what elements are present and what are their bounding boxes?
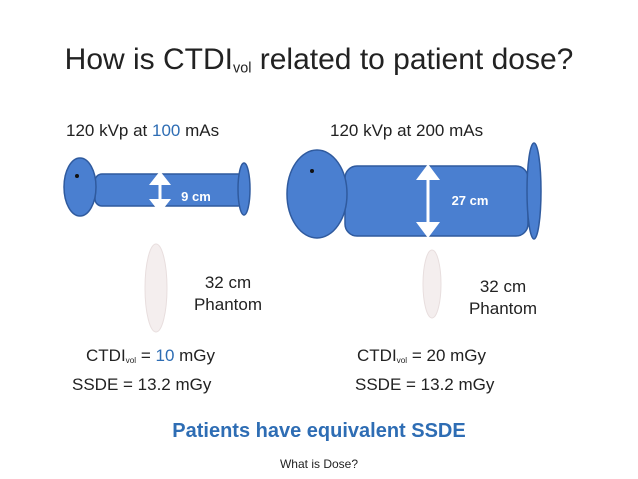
right-head-shape [286,149,348,239]
left-body-shape [94,173,246,207]
summary-text: Patients have equivalent SSDE [172,420,466,442]
left-feet-shape [237,162,251,216]
left-mas-value: 100 [152,121,181,140]
right-body-label: 27 cm [452,193,489,208]
right-phantom-shape [422,249,442,319]
left-width-arrow [149,171,171,213]
left-ssde-value: SSDE = 13.2 mGy [72,375,212,394]
left-ctdi-value: CTDIvol = 10 mGy [86,346,216,366]
right-width-arrow [416,164,440,238]
left-config-label: 120 kVp at 100 mAs [66,121,220,140]
slide-footer: What is Dose? [279,457,359,471]
right-head-dot [310,169,314,173]
right-phantom-label: 32 cm Phantom [468,277,538,318]
right-ctdi-value: CTDIvol = 20 mGy [357,346,486,366]
left-phantom-shape [144,243,168,333]
right-config-label: 120 kVp at 200 mAs [330,121,484,140]
right-ssde-value: SSDE = 13.2 mGy [355,375,495,394]
left-phantom-label: 32 cm Phantom [193,273,263,314]
page-title: How is CTDIvol related to patient dose? [64,43,574,77]
left-head-dot [75,174,79,178]
left-head-shape [63,157,97,217]
left-body-label: 9 cm [181,189,211,204]
right-feet-shape [526,142,542,240]
